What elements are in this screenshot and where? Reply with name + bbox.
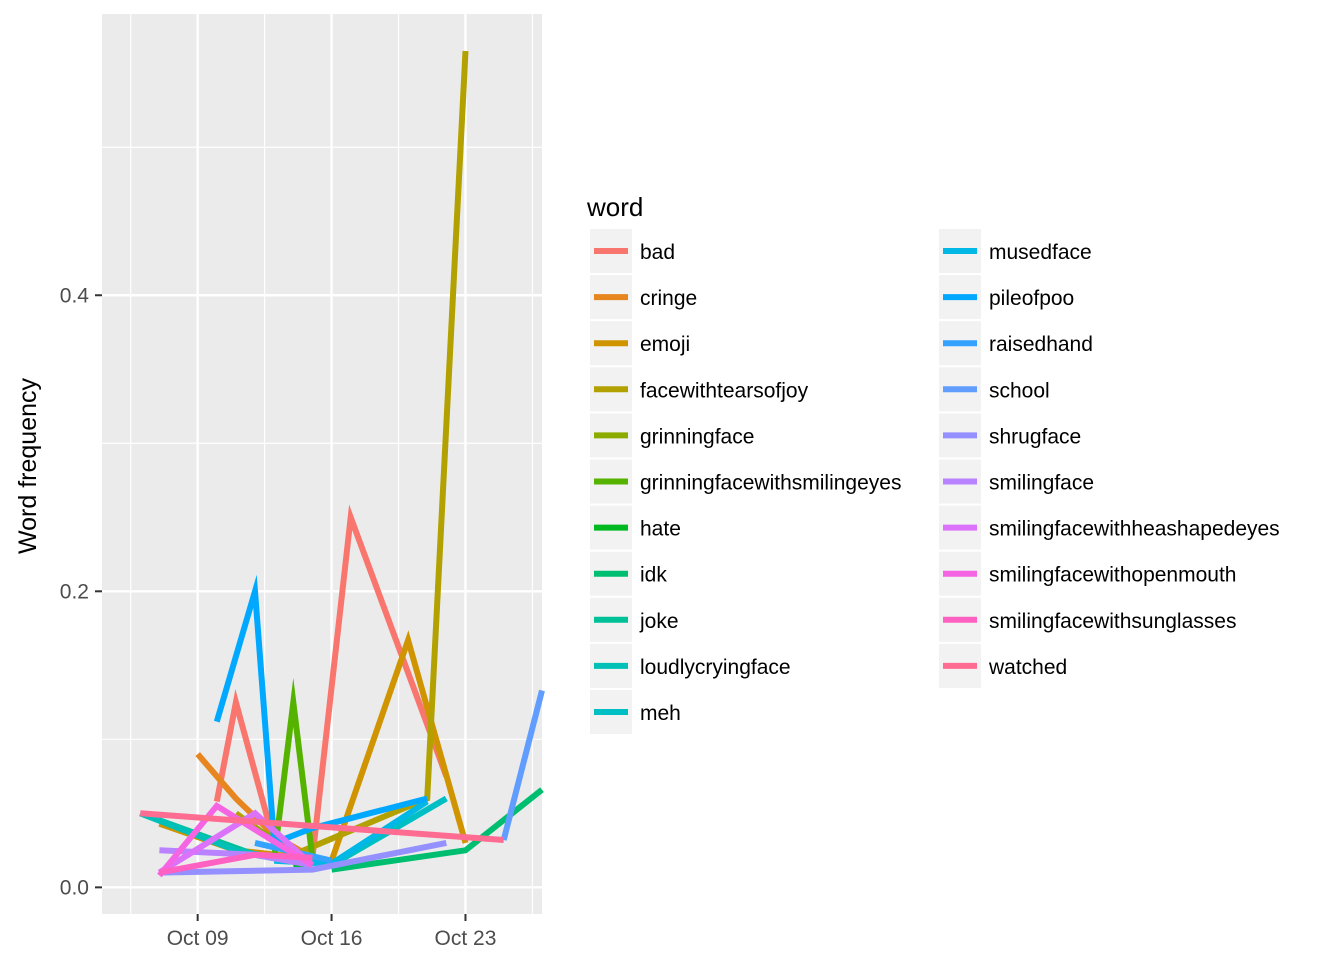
legend-item-loudlycryingface: loudlycryingface: [590, 643, 791, 688]
legend-label: hate: [640, 518, 681, 541]
legend-item-musedface: musedface: [939, 229, 1092, 273]
series-line-smilingfacewithheashapedeyes: [157, 809, 315, 876]
legend-item-shrugface: shrugface: [939, 413, 1081, 458]
series-lines: [139, 50, 545, 878]
series-line-watched: [140, 810, 504, 843]
x-tick-label: Oct 16: [301, 927, 363, 950]
legend-label: musedface: [989, 241, 1092, 264]
series-line-school: [500, 689, 545, 841]
legend-label: loudlycryingface: [640, 656, 791, 679]
legend-label: pileofpoo: [989, 287, 1074, 310]
legend-label: smilingfacewithheashapedeyes: [989, 518, 1280, 541]
series-line-smilingfacewithsunglasses: [158, 851, 313, 876]
legend-label: watched: [988, 656, 1067, 679]
legend-item-raisedhand: raisedhand: [939, 321, 1093, 366]
legend-item-cringe: cringe: [590, 275, 697, 320]
legend-label: meh: [640, 702, 681, 725]
legend-item-idk: idk: [590, 551, 667, 596]
legend-item-school: school: [939, 367, 1050, 412]
legend-label: emoji: [640, 333, 690, 356]
legend-item-smilingfacewithheashapedeyes: smilingfacewithheashapedeyes: [939, 505, 1280, 550]
legend-label: smilingfacewithsunglasses: [989, 610, 1236, 633]
legend-item-emoji: emoji: [590, 321, 690, 366]
legend-label: smilingface: [989, 472, 1094, 495]
legend-label: raisedhand: [989, 333, 1093, 356]
legend-item-bad: bad: [590, 229, 675, 273]
legend: word bad cringe emoji facewithtearsofjoy gri…: [586, 192, 1280, 734]
legend-label: shrugface: [989, 425, 1081, 448]
legend-label: joke: [639, 610, 679, 633]
legend-item-grinningface: grinningface: [590, 413, 754, 458]
legend-item-hate: hate: [590, 505, 681, 550]
series-line-smilingfacewithopenmouth: [157, 801, 314, 878]
legend-label: idk: [640, 564, 667, 587]
x-tick-label: Oct 09: [167, 927, 229, 950]
legend-item-smilingfacewithopenmouth: smilingfacewithopenmouth: [939, 551, 1236, 596]
legend-item-meh: meh: [590, 690, 681, 734]
y-axis-title: Word frequency: [14, 377, 42, 554]
legend-item-smilingface: smilingface: [939, 459, 1094, 504]
legend-title: word: [586, 192, 643, 222]
series-line-grinningfacewithsmilingeyes: [271, 677, 316, 859]
y-tick-label: 0.0: [60, 876, 89, 899]
legend-label: school: [989, 379, 1050, 402]
legend-label: facewithtearsofjoy: [640, 379, 809, 402]
legend-label: grinningface: [640, 425, 754, 448]
legend-item-joke: joke: [590, 597, 679, 642]
legend-label: smilingfacewithopenmouth: [989, 564, 1236, 587]
legend-label: bad: [640, 241, 675, 264]
legend-label: cringe: [640, 287, 697, 310]
legend-item-smilingfacewithsunglasses: smilingfacewithsunglasses: [939, 597, 1236, 642]
series-line-idk: [331, 787, 544, 873]
legend-item-facewithtearsofjoy: facewithtearsofjoy: [590, 367, 809, 412]
axes: Oct 09 Oct 16 Oct 23 0.0 0.2 0.4: [60, 284, 497, 950]
series-line-shrugface: [159, 839, 447, 876]
x-tick-label: Oct 23: [435, 927, 497, 950]
y-tick-label: 0.2: [60, 580, 89, 603]
legend-item-watched: watched: [939, 643, 1067, 688]
legend-label: grinningfacewithsmilingeyes: [640, 472, 901, 495]
grid-lines: [102, 14, 542, 914]
y-tick-label: 0.4: [60, 284, 90, 307]
legend-item-pileofpoo: pileofpoo: [939, 275, 1074, 320]
legend-item-grinningfacewithsmilingeyes: grinningfacewithsmilingeyes: [590, 459, 901, 504]
